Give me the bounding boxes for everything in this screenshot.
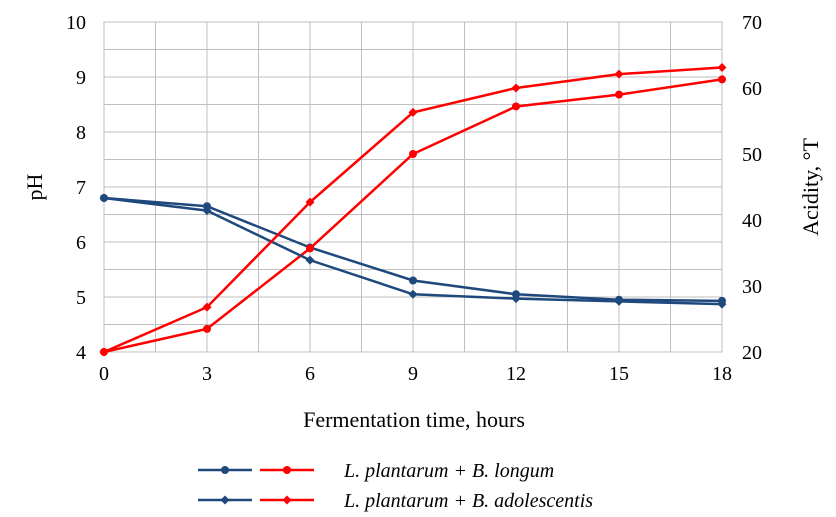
legend: L. plantarum + B. longum L. plantarum + B…	[198, 460, 593, 512]
data-point	[409, 276, 417, 285]
y-left-tick-label: 8	[76, 122, 86, 144]
data-point	[306, 244, 314, 253]
y-left-tick-label: 6	[76, 232, 86, 254]
data-point	[511, 294, 521, 304]
data-point	[614, 69, 624, 79]
data-point	[305, 255, 315, 265]
y-right-tick-label: 70	[742, 12, 762, 34]
y-left-tick-label: 4	[76, 342, 86, 364]
x-tick-label: 3	[202, 363, 212, 385]
legend-marker-ph	[220, 495, 230, 505]
y-right-tick-label: 30	[742, 276, 762, 298]
data-point	[615, 90, 623, 99]
y-right-tick-label: 20	[742, 342, 762, 364]
data-point	[203, 324, 211, 333]
series-layer	[99, 63, 727, 357]
y-axis-left-title: pH	[22, 173, 47, 200]
data-point	[718, 75, 726, 84]
data-point	[202, 302, 212, 312]
data-point	[512, 102, 520, 111]
data-point	[305, 197, 315, 207]
legend-item: L. plantarum + B. longum	[198, 460, 554, 482]
y-right-tick-label: 60	[742, 78, 762, 100]
legend-marker-acidity	[283, 466, 291, 474]
data-point	[511, 83, 521, 93]
x-tick-label: 12	[506, 363, 526, 385]
y-left-tick-label: 9	[76, 67, 86, 89]
legend-label: L. plantarum + B. longum	[343, 460, 554, 482]
series-2	[99, 193, 727, 309]
x-tick-label: 9	[408, 363, 418, 385]
legend-marker-ph	[221, 466, 229, 474]
data-point	[717, 63, 727, 73]
data-point	[717, 299, 727, 309]
legend-item: L. plantarum + B. adolescentis	[198, 490, 593, 512]
y-left-tick-label: 10	[66, 12, 86, 34]
data-point	[409, 150, 417, 158]
legend-label: L. plantarum + B. adolescentis	[343, 490, 593, 512]
y-right-tick-label: 40	[742, 210, 762, 232]
data-point	[408, 289, 418, 299]
y-right-tick-label: 50	[742, 144, 762, 166]
x-tick-label: 18	[712, 363, 732, 385]
y-axis-right-title: Acidity, °T	[798, 138, 823, 236]
y-left-tick-label: 7	[76, 177, 86, 199]
tick-labels: 0 3 6 9 12 15 18 4 5 6 7 8 9 10 20 30 40 50 60 70	[66, 12, 762, 385]
grid	[103, 21, 723, 353]
legend-marker-acidity	[282, 495, 292, 505]
data-point	[408, 107, 418, 117]
plot-frame	[103, 21, 723, 353]
data-point	[99, 193, 109, 203]
series-3	[99, 63, 727, 357]
y-left-tick-label: 5	[76, 287, 86, 309]
x-tick-label: 0	[99, 363, 109, 385]
x-axis-title: Fermentation time, hours	[303, 407, 525, 432]
data-point	[202, 206, 212, 216]
data-point	[99, 347, 109, 357]
x-tick-label: 15	[609, 363, 629, 385]
data-point	[614, 296, 624, 306]
x-tick-label: 6	[305, 363, 315, 385]
